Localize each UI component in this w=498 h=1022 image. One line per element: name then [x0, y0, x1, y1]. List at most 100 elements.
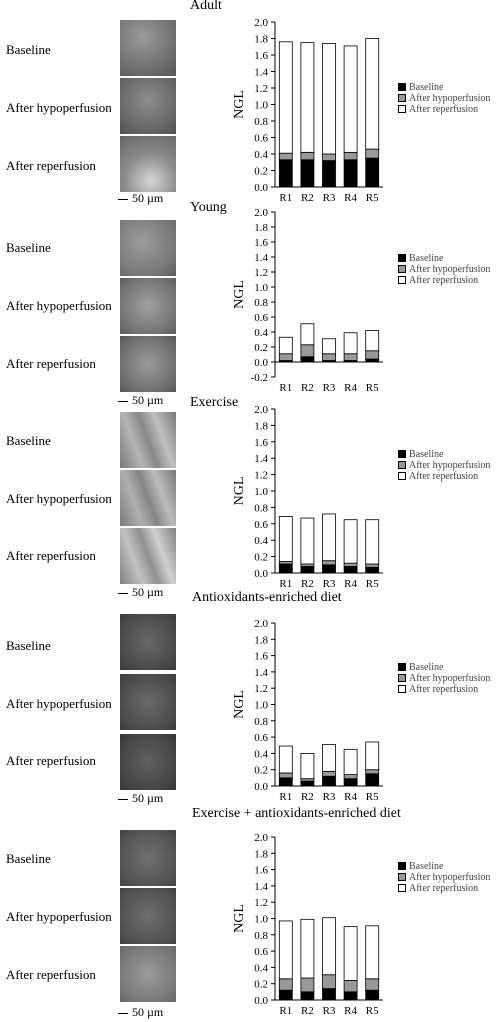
y-tick-label: 0.4: [254, 327, 268, 339]
x-tick-label: R1: [279, 791, 292, 803]
image-reperfusion: [120, 528, 176, 584]
y-tick-label: 0.6: [254, 312, 268, 324]
image-reperfusion: [120, 946, 176, 1002]
x-tick-label: R3: [323, 192, 336, 204]
bar-segment-reperfusion: [300, 752, 315, 780]
stacked-bar-chart: 0.0 0.2 0.4 0.6 0.8 1.0 1.2 1.4 1.6 1.8 2.0 NGL R1 R2…: [232, 404, 383, 590]
bar-segment-reperfusion: [343, 926, 358, 981]
bar-segment-hypoperfusion: [343, 774, 358, 780]
bar-segment-reperfusion: [278, 336, 293, 355]
label-baseline: Baseline: [6, 638, 51, 653]
x-tick-label: R4: [344, 382, 357, 394]
y-tick-label: 1.8: [254, 420, 268, 432]
legend-item-reperfusion: After reperfusion: [398, 104, 490, 115]
image-reperfusion: [120, 136, 176, 192]
y-tick-label: 1.4: [254, 881, 268, 893]
image-baseline: [120, 412, 176, 468]
legend-item-baseline: Baseline: [398, 662, 490, 673]
x-tick-label: R1: [279, 382, 292, 394]
y-tick-label: 2.0: [254, 618, 268, 630]
x-tick-label: R5: [366, 382, 379, 394]
x-tick-label: R2: [301, 578, 314, 590]
bar-segment-reperfusion: [300, 517, 315, 565]
bar-segment-baseline: [365, 358, 380, 363]
bar-segment-reperfusion: [365, 38, 380, 150]
y-tick-label: 1.2: [254, 683, 268, 695]
y-tick-label: 1.0: [254, 282, 268, 294]
bar-segment-hypoperfusion: [300, 344, 315, 358]
y-tick-label: 1.4: [254, 67, 268, 79]
panel-adult: Adult Baseline After hypoperfusion After…: [0, 0, 498, 205]
scale-bar: 50 µm: [118, 191, 163, 206]
scale-bar: 50 µm: [118, 1005, 163, 1020]
panel-title: Exercise: [190, 395, 239, 410]
bar-segment-hypoperfusion: [300, 977, 315, 993]
y-tick-label: 1.8: [254, 34, 268, 46]
bar-segment-hypoperfusion: [322, 974, 336, 989]
y-tick-label: 1.2: [254, 897, 268, 909]
stacked-bar-chart: 0.0 0.2 0.4 0.6 0.8 1.0 1.2 1.4 1.6 1.8 2.0 NGL R1 R2…: [232, 17, 383, 204]
legend-item-hypoperfusion: After hypoperfusion: [398, 93, 490, 104]
bar-segment-baseline: [300, 356, 315, 363]
bar-segment-baseline: [322, 988, 336, 1001]
y-tick-label: 0.8: [254, 930, 268, 942]
bar-segment-baseline: [322, 564, 336, 574]
y-tick-label: 0.0: [254, 568, 268, 580]
y-tick-label: 0.6: [254, 946, 268, 958]
x-tick-label: R2: [301, 382, 314, 394]
y-tick-label: 1.8: [254, 848, 268, 860]
y-tick-label: 0.2: [254, 552, 268, 564]
bar-segment-baseline: [278, 777, 293, 787]
panel-young: Young Baseline After hypoperfusion After…: [0, 198, 498, 408]
bar-segment-reperfusion: [343, 519, 358, 564]
bar-segment-reperfusion: [322, 513, 336, 562]
y-tick-label: 1.8: [254, 634, 268, 646]
bar-segment-reperfusion: [278, 920, 293, 980]
image-baseline: [120, 830, 176, 886]
image-hypoperfusion: [120, 888, 176, 944]
legend-item-reperfusion: After reperfusion: [398, 471, 490, 482]
y-tick-label: 1.2: [254, 267, 268, 279]
y-axis-label: NGL: [232, 690, 247, 719]
bar-segment-hypoperfusion: [322, 770, 336, 777]
scale-bar: 50 µm: [118, 791, 163, 806]
bar-segment-reperfusion: [365, 519, 380, 565]
bar-segment-reperfusion: [322, 744, 336, 772]
label-baseline: Baseline: [6, 851, 51, 866]
y-tick-label: 1.4: [254, 667, 268, 679]
label-reperfusion: After reperfusion: [6, 158, 96, 173]
x-tick-label: R1: [279, 1005, 292, 1017]
bar-segment-reperfusion: [343, 45, 358, 153]
y-tick-label: 0.0: [254, 182, 268, 194]
x-tick-label: R5: [366, 578, 379, 590]
x-tick-label: R4: [344, 578, 357, 590]
bar-segment-hypoperfusion: [365, 769, 380, 775]
image-reperfusion: [120, 336, 176, 392]
panel-antioxidants: Antioxidants-enriched diet Baseline Afte…: [0, 590, 498, 805]
image-hypoperfusion: [120, 470, 176, 526]
x-tick-label: R1: [279, 578, 292, 590]
bar-segment-reperfusion: [322, 917, 336, 976]
y-tick-label: 1.0: [254, 486, 268, 498]
y-axis-label: NGL: [232, 904, 247, 933]
label-hypoperfusion: After hypoperfusion: [6, 100, 112, 115]
bar-segment-hypoperfusion: [365, 148, 380, 159]
legend-item-baseline: Baseline: [398, 253, 490, 264]
y-tick-label: 0.6: [254, 732, 268, 744]
panel-title: Exercise + antioxidants-enriched diet: [192, 806, 401, 821]
x-tick-label: R4: [344, 192, 357, 204]
bar-segment-hypoperfusion: [343, 353, 358, 361]
bar-segment-reperfusion: [300, 918, 315, 979]
panel-title: Young: [190, 200, 227, 215]
stacked-bar-chart: 0.0 0.2 0.4 0.6 0.8 1.0 1.2 1.4 1.6 1.8 2.0 NGL R1 R2…: [232, 832, 383, 1017]
label-reperfusion: After reperfusion: [6, 548, 96, 563]
x-tick-label: R2: [301, 1005, 314, 1017]
stacked-bar-chart: 0.0 0.2 0.4 0.6 0.8 1.0 1.2 1.4 1.6 1.8 2.0 NGL R1 R2…: [232, 618, 383, 803]
y-tick-label: 0.0: [254, 995, 268, 1007]
y-tick-label: 2.0: [254, 17, 268, 29]
bar-segment-reperfusion: [322, 43, 336, 155]
x-tick-label: R3: [323, 1005, 336, 1017]
y-tick-label: 1.0: [254, 700, 268, 712]
bar-segment-reperfusion: [300, 42, 315, 153]
bar-segment-reperfusion: [278, 516, 293, 562]
